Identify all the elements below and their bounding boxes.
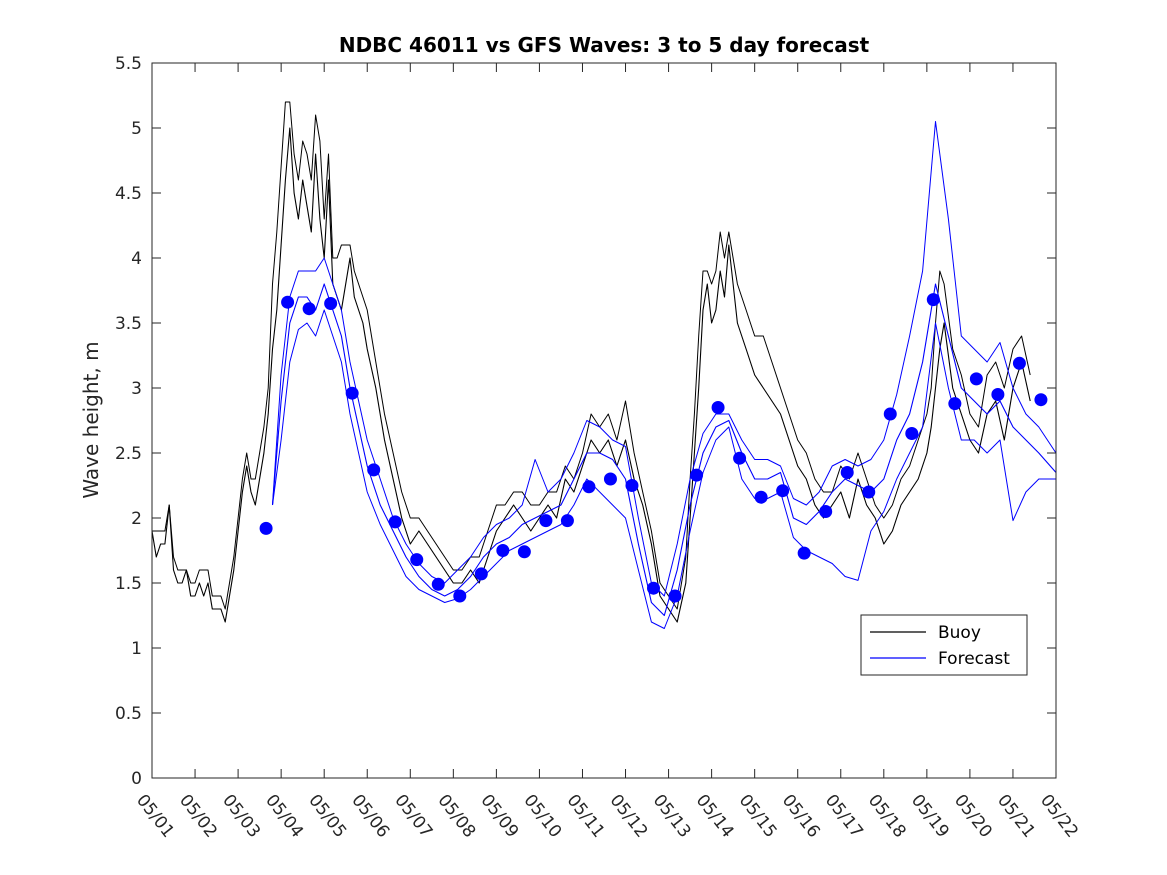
forecast-point (1034, 393, 1048, 407)
points-layer (259, 293, 1048, 603)
forecast-point (905, 427, 919, 440)
forecast-series-line (271, 283, 1057, 617)
y-tick-label: 1.5 (115, 574, 142, 594)
forecast-point (1012, 356, 1026, 370)
y-tick-label: 3 (131, 379, 142, 399)
forecast-point (431, 577, 445, 591)
forecast-point (647, 581, 661, 595)
forecast-point (496, 544, 510, 557)
forecast-point (582, 480, 596, 494)
y-tick-label: 1 (131, 639, 142, 659)
y-axis-label: Wave height, m (79, 341, 103, 498)
forecast-point (690, 468, 704, 482)
forecast-point (883, 407, 897, 421)
forecast-point (711, 401, 725, 414)
forecast-point (840, 466, 854, 479)
forecast-point (560, 514, 574, 528)
legend-box (860, 614, 1028, 676)
forecast-point (302, 302, 316, 316)
legend: Buoy Forecast (860, 614, 1028, 676)
forecast-point (367, 463, 381, 477)
buoy-series-line (151, 127, 1031, 623)
forecast-point (259, 521, 273, 535)
y-tick-label: 5 (131, 119, 142, 139)
forecast-lower-line (272, 309, 1056, 629)
forecast-point (388, 515, 402, 529)
forecast-point (625, 479, 639, 492)
y-tick-label: 4.5 (115, 184, 142, 204)
chart-title: NDBC 46011 vs GFS Waves: 3 to 5 day fore… (339, 33, 870, 57)
buoy-upper-line (152, 101, 1031, 610)
legend-label-forecast: Forecast (938, 649, 1010, 669)
forecast-point (797, 546, 811, 560)
forecast-point (345, 386, 359, 400)
y-axis: 0 0.5 1 1.5 2 2.5 3 3.5 4 4.5 5 5.5 (115, 54, 1056, 789)
forecast-point (539, 514, 553, 528)
y-tick-label: 3.5 (115, 314, 142, 334)
forecast-point (926, 293, 940, 307)
forecast-point (517, 545, 531, 559)
plot-frame (151, 62, 1057, 779)
series-layer (151, 101, 1057, 629)
forecast-point (474, 567, 488, 581)
forecast-point (281, 295, 295, 309)
y-tick-label: 2 (131, 509, 142, 529)
forecast-point (453, 589, 467, 603)
y-tick-label: 5.5 (115, 54, 142, 74)
y-tick-label: 4 (131, 249, 142, 269)
y-tick-label: 2.5 (115, 444, 142, 464)
legend-label-buoy: Buoy (938, 623, 981, 643)
forecast-point (948, 397, 962, 411)
forecast-point (668, 589, 682, 603)
forecast-point (324, 297, 338, 310)
forecast-point (733, 451, 747, 465)
forecast-point (776, 484, 790, 498)
y-tick-label: 0 (131, 769, 142, 789)
forecast-point (410, 553, 424, 567)
forecast-point (991, 388, 1005, 401)
forecast-point (754, 490, 768, 504)
forecast-point (603, 472, 617, 486)
forecast-upper-line (272, 121, 1057, 597)
forecast-point (969, 372, 983, 386)
forecast-point (819, 505, 833, 518)
forecast-point (862, 485, 876, 499)
y-tick-label: 0.5 (115, 704, 142, 724)
